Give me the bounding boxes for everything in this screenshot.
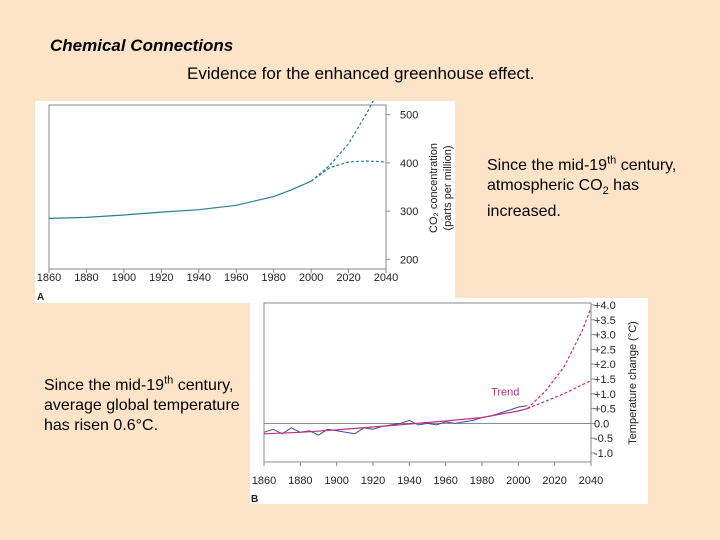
temp-y-tick-label: +3.0 <box>594 330 616 342</box>
co2-series-observed <box>48 180 312 219</box>
co2-y-axis-label: CO₂ concentration <box>428 143 440 233</box>
temp-y-tick-label: -1.0 <box>594 448 613 460</box>
temperature-chart: 1860 1880 1900 1920 1940 1960 1980 2000 2020 2040… <box>251 300 639 505</box>
temp-y-tick-label: +3.5 <box>594 315 616 327</box>
co2-chart-panel: 1860 1880 1900 1920 1940 1960 1980 2000 2020 2040… <box>35 75 455 303</box>
co2-series-projection-high <box>310 75 387 182</box>
co2-caption-text: Since the mid-19th century, atmospheric … <box>487 155 677 220</box>
temp-panel-label: B <box>251 494 258 504</box>
co2-chart: 1860 1880 1900 1920 1940 1960 1980 2000 2020 2040… <box>37 75 454 303</box>
temp-series-projection-low <box>527 379 592 410</box>
temperature-caption: Since the mid-19th century, average glob… <box>44 371 244 436</box>
co2-x-tick-label: 1860 <box>37 272 61 284</box>
temp-x-tick-label: 1900 <box>324 475 348 487</box>
temp-x-tick-label: 1980 <box>470 475 494 487</box>
co2-x-tick-label: 1960 <box>224 272 248 284</box>
temp-series-observed <box>263 405 528 436</box>
temp-x-tick-label: 1880 <box>288 475 312 487</box>
co2-y-axis-units: (parts per million) <box>442 146 454 231</box>
co2-y-tick-label: 300 <box>400 206 418 218</box>
temp-x-tick-label: 2020 <box>542 475 566 487</box>
co2-x-tick-label: 1920 <box>149 272 173 284</box>
temperature-caption-text: Since the mid-19th century, average glob… <box>44 375 240 435</box>
co2-x-tick-label: 1980 <box>261 272 285 284</box>
co2-caption: Since the mid-19th century, atmospheric … <box>487 151 687 222</box>
temp-y-axis-label: Temperature change (°C) <box>627 321 639 445</box>
temp-y-tick-label: 0.0 <box>594 418 609 430</box>
co2-series-projection-stabilized <box>310 160 387 182</box>
co2-y-tick-label: 400 <box>400 158 418 170</box>
co2-plot-frame <box>48 104 387 270</box>
temp-y-tick-label: +1.5 <box>594 374 616 386</box>
temp-y-tick-label: +0.5 <box>594 404 616 416</box>
page-title: Chemical Connections <box>50 36 234 55</box>
temp-series-trend <box>263 408 528 435</box>
co2-x-tick-label: 1940 <box>187 272 211 284</box>
co2-x-tick-label: 2020 <box>336 272 360 284</box>
temp-x-tick-label: 1960 <box>433 475 457 487</box>
page-subtitle: Evidence for the enhanced greenhouse eff… <box>187 64 535 83</box>
co2-y-tick-label: 500 <box>400 110 418 122</box>
temp-x-tick-label: 1860 <box>252 475 276 487</box>
temp-y-tick-label: +2.5 <box>594 344 616 356</box>
temp-x-tick-label: 2000 <box>506 475 530 487</box>
co2-x-tick-label: 2040 <box>374 272 398 284</box>
temp-y-tick-label: -0.5 <box>594 433 613 445</box>
co2-x-tick-label: 1900 <box>112 272 136 284</box>
temp-y-tick-label: +1.0 <box>594 389 616 401</box>
co2-panel-label: A <box>37 292 44 303</box>
temp-y-tick-label: +4.0 <box>594 300 616 312</box>
temp-trend-annotation: Trend <box>491 386 519 398</box>
temperature-chart-panel: 1860 1880 1900 1920 1940 1960 1980 2000 2020 2040… <box>250 298 648 505</box>
temp-series-projection-high <box>526 307 592 410</box>
temp-x-tick-label: 2040 <box>579 475 603 487</box>
temp-y-tick-label: +2.0 <box>594 359 616 371</box>
temp-x-tick-label: 1920 <box>361 475 385 487</box>
co2-y-tick-label: 200 <box>400 254 418 266</box>
temp-x-tick-label: 1940 <box>397 475 421 487</box>
co2-x-tick-label: 1880 <box>74 272 98 284</box>
temp-plot-frame <box>263 302 592 463</box>
co2-x-tick-label: 2000 <box>299 272 323 284</box>
